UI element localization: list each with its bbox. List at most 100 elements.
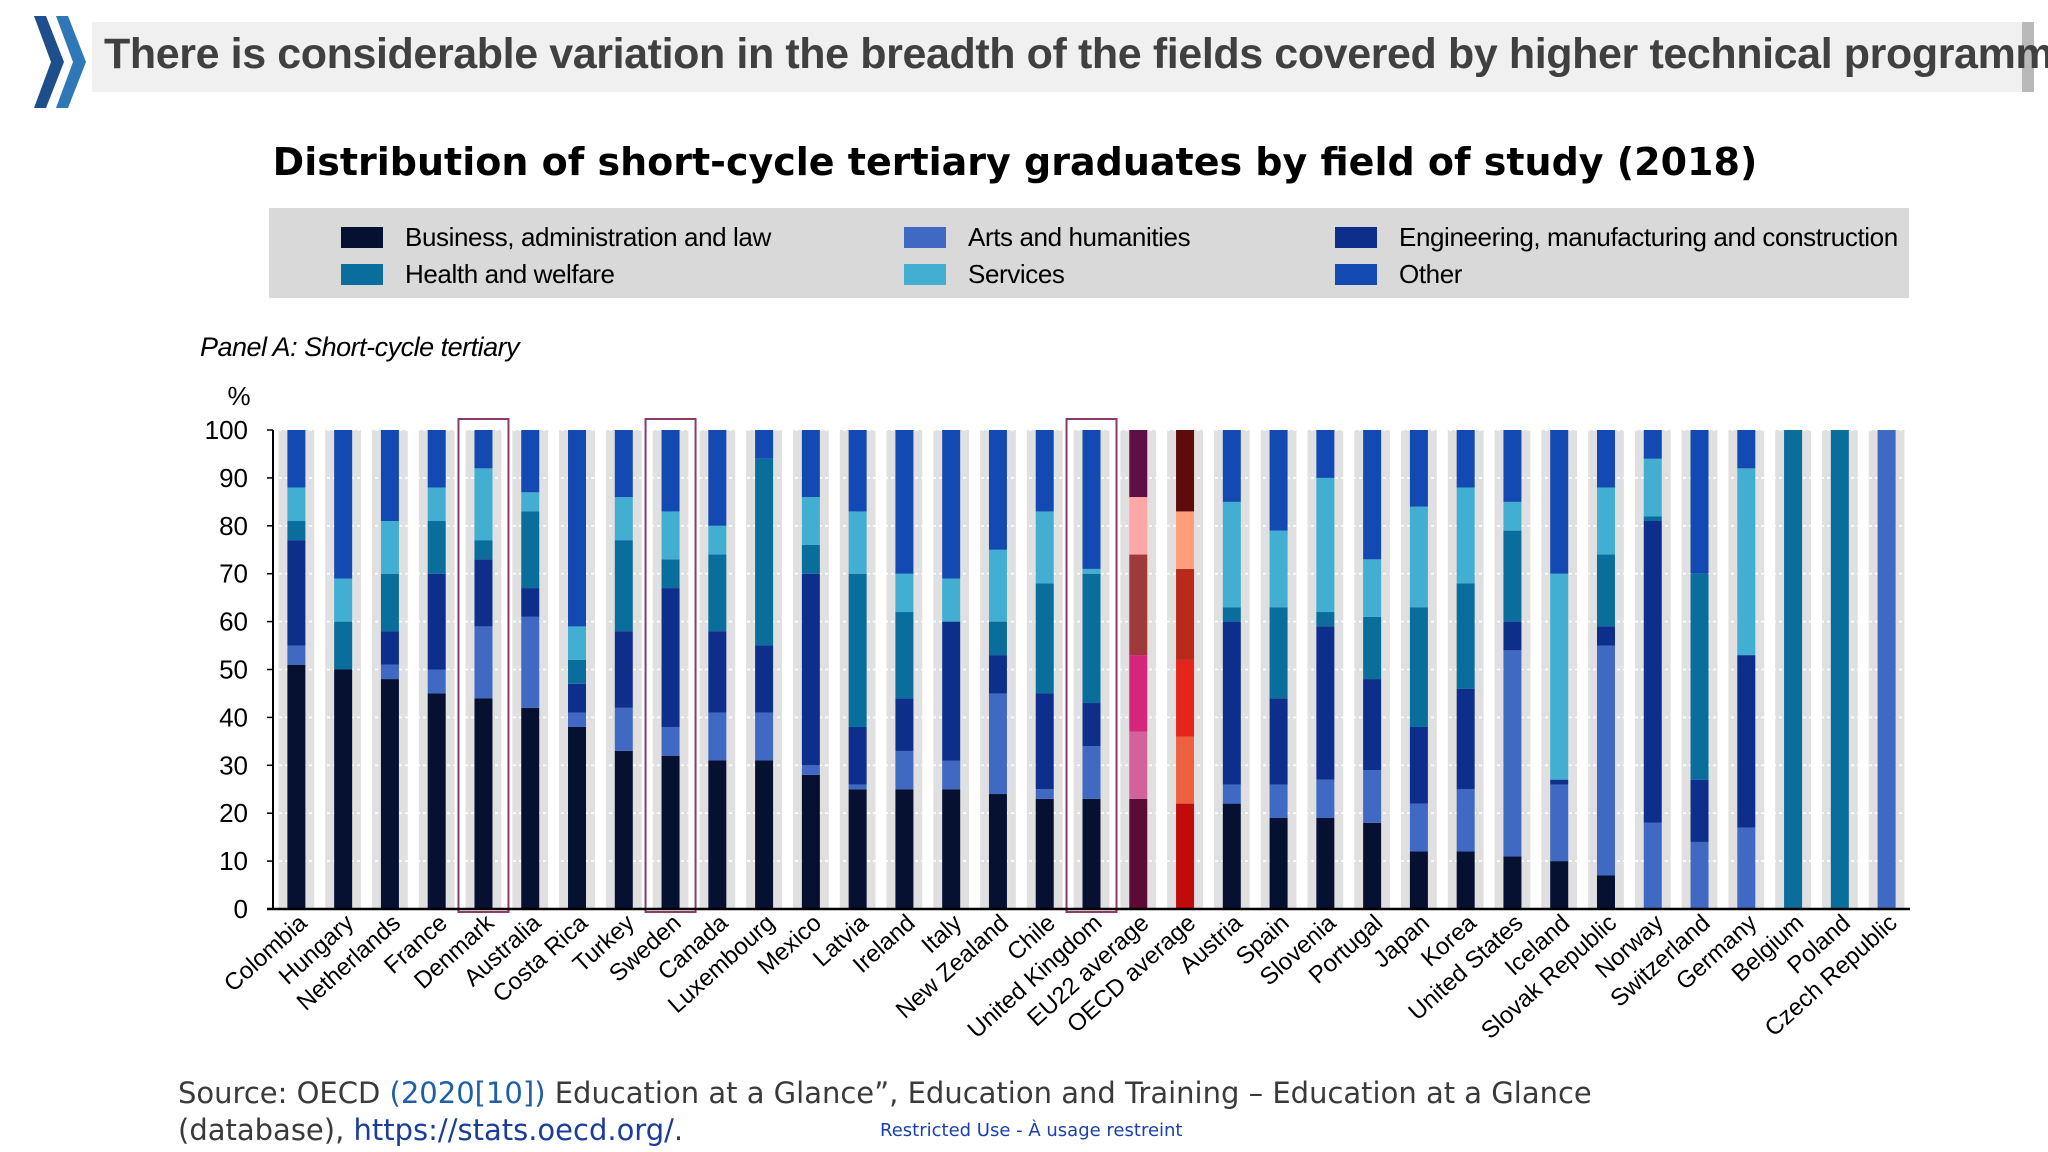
bar-segment (1316, 477, 1335, 613)
bar-segment (708, 760, 727, 909)
bar-segment (1176, 568, 1195, 660)
bar-segment (1503, 856, 1522, 909)
bar-segment (1082, 746, 1101, 799)
bar-segment (521, 492, 540, 512)
bar-segment (380, 521, 399, 574)
bar-segment (1409, 851, 1428, 909)
bar-segment (1550, 573, 1569, 780)
bar-segment (474, 430, 493, 469)
bar-segment (1082, 568, 1101, 574)
bar-segment (1503, 621, 1522, 651)
bar-segment (1316, 612, 1335, 627)
title-banner-edge (2022, 22, 2034, 92)
bar-segment (427, 693, 446, 909)
source-note: Source: OECD (2020[10]) Education at a G… (178, 1075, 1698, 1149)
bar-segment (1129, 554, 1148, 656)
bar-segment (755, 760, 774, 909)
bar-segment (614, 707, 633, 751)
bar-segment (1269, 430, 1288, 531)
bar-segment (1596, 626, 1615, 646)
bar-segment (1269, 698, 1288, 785)
bar-segment (427, 430, 446, 488)
bar-segment (1129, 497, 1148, 555)
bar-segment (1176, 736, 1195, 804)
legend-item-other: Other (1335, 259, 1462, 290)
bar-segment (801, 573, 820, 766)
slide-title: There is considerable variation in the b… (104, 30, 2048, 78)
bar-segment (1129, 655, 1148, 732)
bar-segment (1643, 430, 1662, 459)
bar-segment (988, 794, 1007, 909)
bar-segment (1409, 607, 1428, 727)
y-tick-label: 40 (219, 702, 248, 732)
bar-segment (1035, 693, 1054, 790)
bar-segment (1643, 521, 1662, 823)
bar-segment (521, 430, 540, 493)
bar-segment (1690, 430, 1709, 574)
source-url-link[interactable]: https://stats.oecd.org/ (353, 1113, 674, 1147)
bar-segment (568, 659, 587, 684)
bar-segment (614, 497, 633, 541)
bar-segment (801, 774, 820, 909)
bar-segment (848, 726, 867, 785)
bar-segment (755, 458, 774, 646)
bar-segment (1082, 573, 1101, 704)
bar-segment (474, 468, 493, 541)
bar-segment (1643, 516, 1662, 522)
bar-segment (1035, 511, 1054, 584)
bar-segment (1176, 803, 1195, 909)
bar-segment (568, 726, 587, 909)
bar-segment (287, 540, 306, 646)
bar-segment (287, 664, 306, 909)
bar-segment (988, 655, 1007, 694)
legend-label: Services (968, 259, 1065, 289)
bar-segment (1129, 798, 1148, 909)
bar-segment (1082, 430, 1101, 569)
bar-segment (614, 430, 633, 498)
bar-segment (521, 511, 540, 589)
bar-segment (614, 631, 633, 708)
bar-segment (801, 430, 820, 498)
bar-segment (1363, 770, 1382, 823)
bar-segment (1596, 430, 1615, 488)
bar-segment (334, 430, 353, 579)
bar-segment (1503, 530, 1522, 622)
bar-segment (848, 789, 867, 909)
y-tick-label: 100 (205, 415, 248, 445)
bar-segment (895, 430, 914, 574)
highlight-box (457, 418, 510, 913)
bar-segment (848, 573, 867, 727)
bar-segment (427, 487, 446, 522)
source-suffix: . (673, 1113, 684, 1147)
bar-segment (1176, 659, 1195, 737)
bar-segment (427, 573, 446, 670)
bar-segment (988, 549, 1007, 622)
bar-segment (661, 430, 680, 512)
source-citation-link[interactable]: (2020[10]) (389, 1076, 546, 1110)
bar-segment (801, 544, 820, 574)
legend-item-services: Services (904, 259, 1065, 290)
bar-segment (1643, 458, 1662, 517)
legend-item-arts: Arts and humanities (904, 222, 1191, 253)
y-tick-label: 80 (219, 511, 248, 541)
bar-segment (474, 559, 493, 627)
bar-segment (427, 521, 446, 574)
oecd-chevrons-icon (34, 16, 86, 108)
bar-segment (708, 554, 727, 632)
legend-swatch (904, 264, 946, 285)
highlight-box (1065, 418, 1118, 913)
bar-segment (1082, 703, 1101, 747)
bar-segment (380, 664, 399, 680)
legend-item-health: Health and welfare (341, 259, 615, 290)
bar-segment (1596, 554, 1615, 627)
bar-segment (708, 525, 727, 555)
legend-swatch (1335, 227, 1377, 248)
bar-segment (1690, 779, 1709, 842)
bar-segment (1409, 726, 1428, 804)
bar-segment (942, 430, 961, 579)
bar-segment (1596, 875, 1615, 909)
bar-segment (334, 669, 353, 909)
bar-segment (1222, 621, 1241, 785)
highlight-box (644, 418, 697, 913)
